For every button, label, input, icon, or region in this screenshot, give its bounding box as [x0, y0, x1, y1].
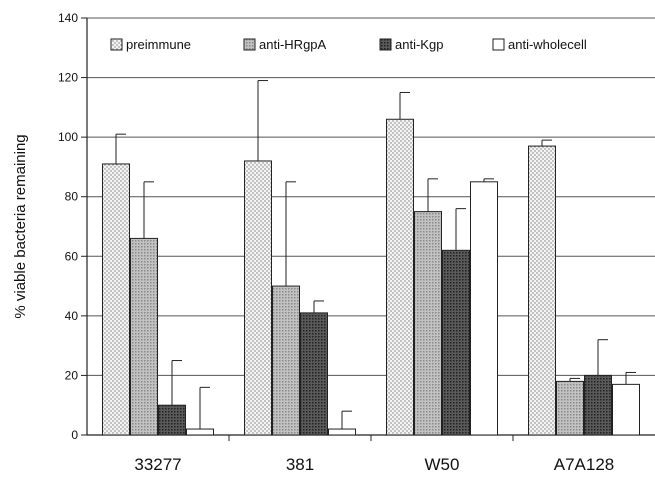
y-tick-label: 120 — [58, 71, 78, 85]
y-tick-label: 0 — [71, 428, 78, 442]
bar-anti-Kgp-A7A128 — [584, 374, 612, 436]
y-tick-label: 100 — [58, 130, 78, 144]
y-tick-label: 40 — [65, 309, 79, 323]
y-tick-label: 20 — [65, 368, 79, 382]
legend-label-preimmune: preimmune — [126, 37, 191, 52]
legend-label-anti-Kgp: anti-Kgp — [395, 37, 443, 52]
legend-label-anti-HRgpA: anti-HRgpA — [259, 37, 327, 52]
bar-preimmune-33277 — [102, 163, 130, 436]
bar-preimmune-A7A128 — [528, 145, 556, 436]
legend-swatch-anti-wholecell — [492, 38, 505, 51]
bar-anti-HRgpA-A7A128 — [556, 380, 584, 436]
y-tick-label: 60 — [65, 249, 79, 263]
y-tick-label: 80 — [65, 190, 79, 204]
legend-swatch-anti-HRgpA — [243, 38, 256, 51]
legend-swatch-preimmune — [110, 38, 123, 51]
bar-anti-Kgp-W50 — [442, 249, 470, 436]
bar-preimmune-381 — [244, 160, 272, 436]
bar-anti-HRgpA-33277 — [130, 237, 158, 436]
bar-anti-wholecell-381 — [328, 428, 356, 436]
x-category-label: 33277 — [134, 455, 181, 474]
bar-anti-wholecell-33277 — [186, 428, 214, 436]
x-category-label: 381 — [286, 455, 314, 474]
x-category-label: W50 — [425, 455, 460, 474]
bar-anti-HRgpA-381 — [272, 285, 300, 436]
x-category-label: A7A128 — [554, 455, 615, 474]
legend-label-anti-wholecell: anti-wholecell — [508, 37, 587, 52]
bar-anti-wholecell-A7A128 — [612, 383, 640, 436]
bar-anti-Kgp-381 — [300, 312, 328, 436]
y-axis-label: % viable bacteria remaining — [12, 134, 29, 318]
legend-swatch-anti-Kgp — [379, 38, 392, 51]
bar-anti-wholecell-W50 — [470, 181, 498, 436]
y-tick-label: 140 — [58, 11, 78, 25]
bar-anti-Kgp-33277 — [158, 404, 186, 436]
bar-preimmune-W50 — [386, 118, 414, 436]
bar-anti-HRgpA-W50 — [414, 211, 442, 436]
